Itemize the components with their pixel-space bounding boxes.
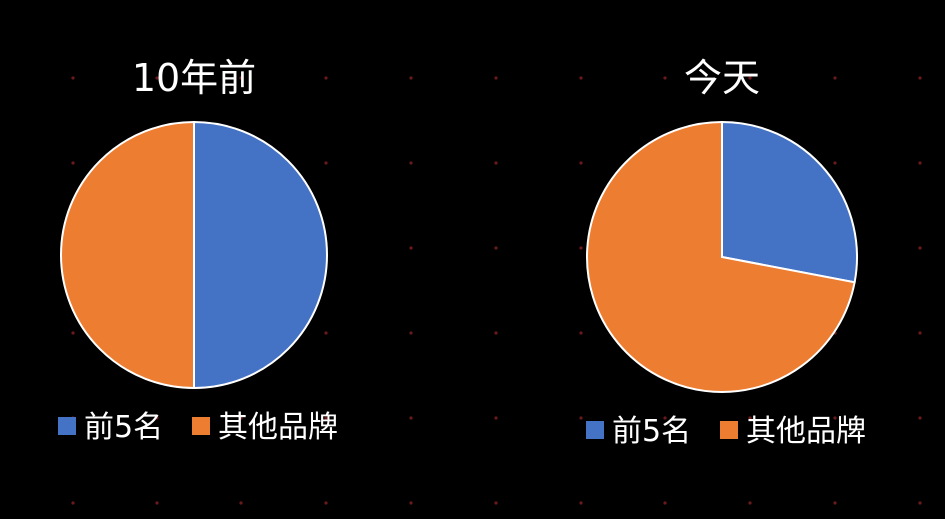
grid-dot (324, 331, 328, 335)
grid-dot (409, 331, 413, 335)
grid-dot (239, 501, 243, 505)
grid-dot (663, 501, 667, 505)
grid-dot (579, 76, 583, 80)
legend-label-2-others: 其他品牌 (746, 414, 866, 449)
legend-1: 前5名 其他品牌 (58, 410, 338, 445)
pie-2-slice-top5 (721, 120, 858, 284)
legend-label-1-others: 其他品牌 (218, 410, 338, 445)
grid-dot (71, 161, 75, 165)
grid-dot (71, 331, 75, 335)
pie-1-slice-others (60, 120, 195, 390)
grid-dot (494, 161, 498, 165)
grid-dot (918, 331, 922, 335)
grid-dot (748, 416, 752, 420)
pie-1-slices (60, 120, 328, 390)
grid-dot (409, 76, 413, 80)
grid-dot (494, 501, 498, 505)
chart-title-2: 今天 (684, 56, 760, 100)
grid-dot (494, 76, 498, 80)
grid-dot (409, 501, 413, 505)
pie-2-slices (586, 120, 858, 393)
grid-dot (324, 76, 328, 80)
grid-dot (918, 501, 922, 505)
grid-dot (155, 501, 159, 505)
grid-dot (579, 501, 583, 505)
grid-dot (155, 416, 159, 420)
chart-title-1: 10年前 (132, 56, 256, 100)
grid-dot (239, 416, 243, 420)
grid-dot (579, 246, 583, 250)
legend-2: 前5名 其他品牌 (586, 414, 866, 449)
grid-dot (494, 331, 498, 335)
legend-swatch-1-others (192, 417, 210, 435)
grid-dot (579, 161, 583, 165)
grid-dot (494, 246, 498, 250)
grid-dot (748, 501, 752, 505)
grid-dot (239, 76, 243, 80)
grid-dot (918, 246, 922, 250)
pie-1-slice-top5 (193, 120, 328, 390)
legend-label-2-top5: 前5名 (612, 414, 691, 449)
grid-dot (833, 416, 837, 420)
grid-dot (324, 416, 328, 420)
grid-dot (833, 501, 837, 505)
grid-dot (918, 76, 922, 80)
legend-label-1-top5: 前5名 (84, 410, 163, 445)
grid-dot (324, 501, 328, 505)
grid-dot (409, 161, 413, 165)
grid-dot (579, 331, 583, 335)
grid-dot (833, 76, 837, 80)
pie-chart-1: 10年前 前5名 其他品牌 (58, 56, 338, 445)
grid-dot (663, 76, 667, 80)
pie-chart-2: 今天 前5名 其他品牌 (586, 56, 866, 449)
pie-2-slice-others (586, 120, 856, 393)
grid-dot (324, 161, 328, 165)
grid-dot (918, 416, 922, 420)
legend-swatch-2-top5 (586, 421, 604, 439)
grid-dot (494, 416, 498, 420)
grid-dot (748, 76, 752, 80)
grid-dot (71, 501, 75, 505)
legend-swatch-2-others (720, 421, 738, 439)
grid-dot (71, 76, 75, 80)
grid-dot (663, 416, 667, 420)
grid-dot (579, 416, 583, 420)
grid-dot (155, 76, 159, 80)
grid-dot (833, 161, 837, 165)
grid-dot (409, 416, 413, 420)
legend-swatch-1-top5 (58, 417, 76, 435)
grid-dot (409, 246, 413, 250)
grid-dot (918, 161, 922, 165)
